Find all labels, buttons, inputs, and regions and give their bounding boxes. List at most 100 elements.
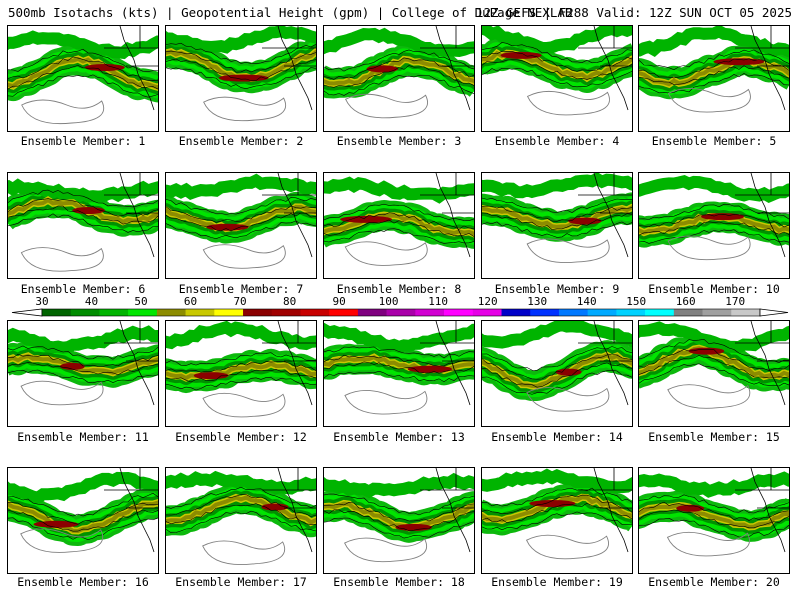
member-map [166,468,316,565]
height-contour [166,50,316,73]
coastline [735,468,789,553]
member-label: Ensemble Member: 15 [648,430,780,444]
height-contour [166,220,316,240]
jet-max [218,74,269,82]
height-contour [639,49,789,71]
height-contour [166,510,316,534]
height-contour [202,244,286,269]
height-contour [667,384,751,409]
member-label: Ensemble Member: 11 [17,430,149,444]
height-contour [166,67,316,90]
coastline [578,26,632,111]
height-contour [639,73,789,94]
colorbar-swatch [128,309,158,316]
colorbar-tick-label: 90 [332,295,346,308]
jet-max [529,500,576,507]
isotach-band [8,30,158,60]
member-label: Ensemble Member: 20 [648,575,780,589]
ensemble-member-panel [638,467,790,574]
jet-max [206,223,249,231]
height-contour [482,369,632,395]
height-contour [482,221,632,238]
isotach-band [639,174,789,203]
member-label: Ensemble Member: 9 [494,282,620,296]
isotach-band [166,26,316,54]
isotach-core [8,56,158,90]
height-contour [344,389,428,415]
height-contour [526,90,610,116]
height-contour [666,531,750,557]
isotach-core [482,205,632,229]
height-contour [166,503,316,525]
colorbar-swatch [243,309,273,316]
colorbar-tick-label: 70 [233,295,247,308]
colorbar-tick-label: 30 [35,295,49,308]
height-contour [639,363,789,387]
jet-max [568,217,602,225]
colorbar-tick-label: 110 [428,295,449,308]
isotach-band [324,176,474,204]
member-map [166,173,316,269]
member-map [482,173,632,264]
height-contour [20,380,104,406]
height-contour [166,58,316,81]
coastline [104,468,158,553]
isotach-band [8,471,158,505]
coastline [420,468,474,553]
colorbar-swatch [616,309,646,316]
coastline [735,321,789,406]
height-contour [324,493,474,516]
colorbar-swatch [329,309,359,316]
height-contour [8,345,158,360]
colorbar-swatch [501,309,531,316]
height-contour [482,212,632,230]
ensemble-member-panel [481,320,633,427]
height-contour [482,68,632,88]
colorbar-swatch [214,309,244,316]
member-map [639,321,789,409]
height-contour [324,219,474,237]
height-contour [639,65,789,86]
height-contour [8,509,158,532]
height-contour [344,241,428,266]
isotach-core [639,346,789,379]
height-contour [166,486,316,509]
coastline [735,26,789,111]
height-contour [344,537,427,563]
height-contour [482,197,632,213]
isotach-band [639,471,789,498]
height-contour [324,361,474,374]
height-contour [482,346,632,371]
map-title: 500mb Isotachs (kts) | Geopotential Heig… [8,4,792,22]
ensemble-member-panel [7,320,159,427]
ensemble-member-panel [7,172,159,279]
colorbar-swatch [357,309,387,316]
height-contour [639,517,789,538]
height-contour [324,65,474,88]
member-label: Ensemble Member: 19 [491,575,623,589]
jet-max [555,368,582,376]
height-contour [482,487,632,507]
ensemble-member-panel [7,25,159,132]
height-contour [667,88,751,113]
isotach-band [482,26,632,55]
isotach-core [324,212,474,236]
height-contour [8,213,158,233]
member-map [8,321,158,406]
isotach-band [166,321,316,351]
coastline [420,321,474,406]
height-contour [482,205,632,222]
member-map [482,468,632,560]
colorbar-tick-label: 50 [134,295,148,308]
member-map [8,468,158,553]
isotach-core [324,354,474,373]
coastline [578,173,632,258]
height-contour [8,362,158,376]
member-label: Ensemble Member: 4 [494,134,620,148]
coastline [104,321,158,406]
height-contour [344,93,428,119]
colorbar-tick-label: 140 [576,295,597,308]
ensemble-member-panel [7,467,159,574]
height-contour [639,229,789,244]
height-contour [324,346,474,359]
